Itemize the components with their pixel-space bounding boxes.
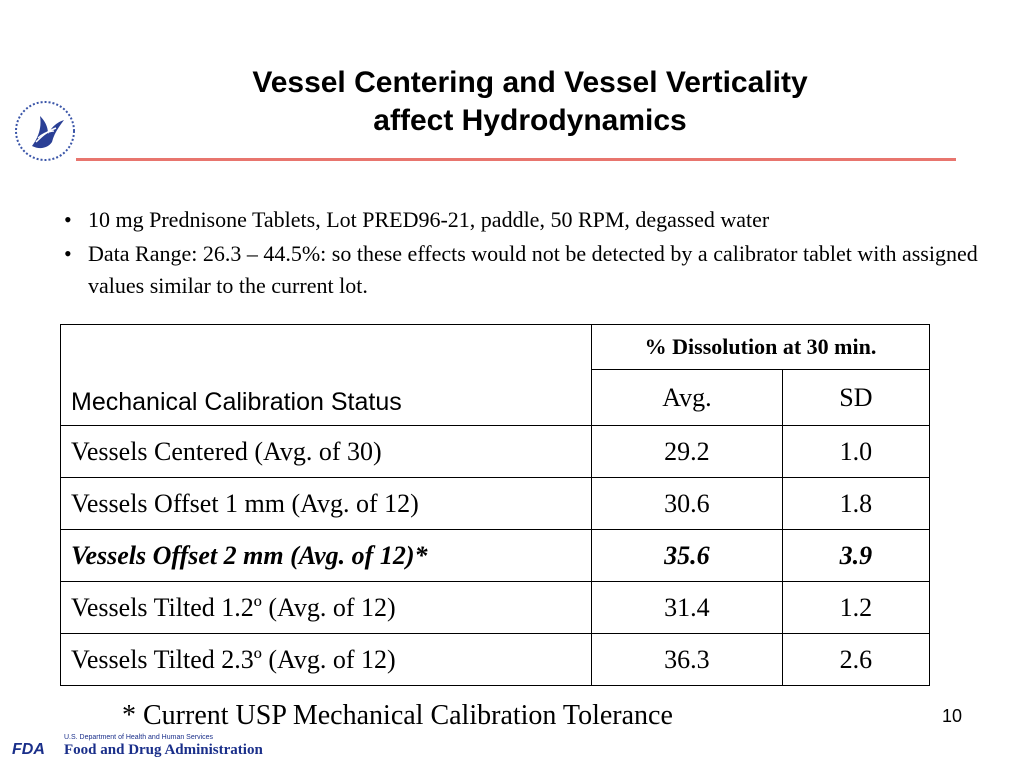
- row-avg: 36.3: [591, 633, 783, 686]
- table-row-highlighted: Vessels Offset 2 mm (Avg. of 12)* 35.6 3…: [60, 529, 931, 582]
- row-status: Vessels Offset 1 mm (Avg. of 12): [60, 477, 592, 530]
- dissolution-table: Mechanical Calibration Status % Dissolut…: [60, 324, 931, 686]
- table-row: Vessels Tilted 2.3º (Avg. of 12) 36.3 2.…: [60, 633, 931, 686]
- sd-column-header: SD: [781, 369, 931, 426]
- table-header-row: Mechanical Calibration Status % Dissolut…: [60, 324, 930, 426]
- bullet-item: 10 mg Prednisone Tablets, Lot PRED96-21,…: [60, 204, 990, 236]
- row-avg: 35.6: [591, 529, 783, 582]
- dissolution-group-header: % Dissolution at 30 min.: [591, 324, 930, 370]
- fda-logo-icon: FDA: [12, 741, 45, 758]
- row-status: Vessels Tilted 1.2º (Avg. of 12): [60, 581, 592, 634]
- row-sd: 1.8: [781, 477, 931, 530]
- table-row: Vessels Centered (Avg. of 30) 29.2 1.0: [60, 425, 931, 478]
- slide-title-line-1: Vessel Centering and Vessel Verticality: [252, 66, 808, 99]
- footnote: * Current USP Mechanical Calibration Tol…: [122, 700, 673, 731]
- bullet-list: 10 mg Prednisone Tablets, Lot PRED96-21,…: [60, 204, 990, 304]
- slide-title-line-2: affect Hydrodynamics: [373, 104, 687, 137]
- row-status: Vessels Centered (Avg. of 30): [60, 425, 592, 478]
- slide-title: Vessel Centering and Vessel Verticality …: [170, 64, 890, 140]
- page-number: 10: [941, 706, 962, 726]
- row-avg: 30.6: [591, 477, 783, 530]
- table-row: Vessels Tilted 1.2º (Avg. of 12) 31.4 1.…: [60, 581, 931, 634]
- row-status: Vessels Offset 2 mm (Avg. of 12)*: [60, 529, 592, 582]
- status-column-header: Mechanical Calibration Status: [60, 324, 592, 426]
- table-subheader-row: Avg. SD: [61, 369, 931, 426]
- hhs-eagle-logo-icon: [15, 101, 75, 161]
- avg-column-header: Avg.: [591, 369, 783, 426]
- row-avg: 31.4: [591, 581, 783, 634]
- row-sd: 3.9: [781, 529, 931, 582]
- fda-logo-text: FDA: [12, 741, 45, 758]
- row-avg: 29.2: [591, 425, 783, 478]
- row-status: Vessels Tilted 2.3º (Avg. of 12): [60, 633, 592, 686]
- bullet-item: Data Range: 26.3 – 44.5%: so these effec…: [60, 238, 990, 302]
- fda-agency-name: Food and Drug Administration: [64, 742, 263, 758]
- table-row: Vessels Offset 1 mm (Avg. of 12) 30.6 1.…: [60, 477, 931, 530]
- row-sd: 1.0: [781, 425, 931, 478]
- row-sd: 2.6: [781, 633, 931, 686]
- title-divider: [76, 158, 956, 161]
- fda-department-text: U.S. Department of Health and Human Serv…: [64, 734, 214, 741]
- row-sd: 1.2: [781, 581, 931, 634]
